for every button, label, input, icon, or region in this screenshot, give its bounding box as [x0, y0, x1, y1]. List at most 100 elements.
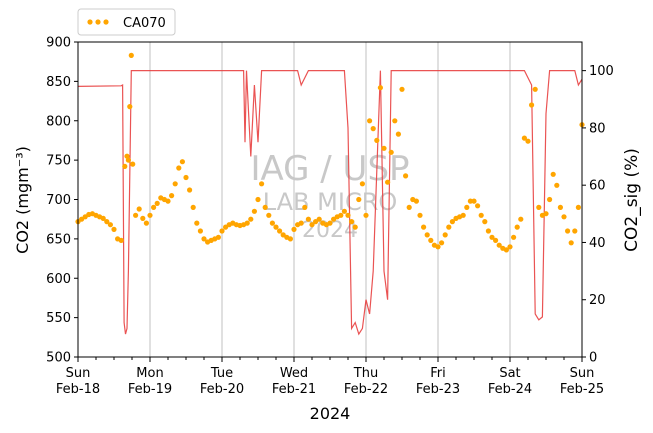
co2-point: [359, 181, 365, 187]
co2-point: [557, 204, 564, 210]
co2-point: [403, 173, 409, 179]
co2-point: [460, 212, 466, 218]
co2-point: [183, 174, 189, 181]
co2-point: [169, 193, 175, 199]
co2-point: [259, 181, 265, 187]
co2-point: [442, 232, 448, 238]
co2-point: [104, 219, 110, 225]
right-tick-label: 100: [589, 64, 614, 79]
co2-point: [176, 165, 182, 171]
co2-point: [133, 212, 139, 218]
co2-point: [187, 187, 193, 193]
legend: CA070: [77, 8, 176, 36]
right-tick-label: 20: [589, 293, 606, 308]
left-tick-label: 800: [46, 114, 71, 129]
x-tick-date: Feb-25: [560, 382, 604, 397]
left-axis: 500 550 600 650 700 750 800 850 900: [46, 36, 78, 366]
legend-marker-dot: [87, 19, 93, 25]
co2-point: [525, 138, 531, 144]
x-tick-day: Sun: [570, 366, 595, 381]
co2-point: [446, 224, 452, 230]
co2-point: [377, 85, 383, 91]
co2-point: [370, 126, 376, 132]
co2-point: [345, 212, 351, 218]
co2-point: [291, 226, 297, 232]
right-axis: 0 20 40 60 80 100: [582, 64, 614, 366]
left-tick-label: 750: [46, 154, 71, 169]
co2-point: [248, 216, 254, 222]
x-tick-date: Feb-19: [128, 382, 172, 397]
right-tick-label: 40: [589, 236, 606, 251]
co2-point: [543, 211, 549, 217]
legend-marker: [87, 19, 109, 25]
co2-point: [399, 86, 405, 92]
co2-point: [128, 52, 134, 59]
co2-point: [507, 244, 513, 250]
co2-point: [392, 118, 398, 124]
x-tick-date: Feb-18: [56, 382, 100, 397]
x-tick-date: Feb-24: [488, 382, 532, 397]
co2-point: [536, 204, 542, 210]
left-tick-label: 600: [46, 272, 71, 287]
co2-point: [510, 234, 517, 240]
grid-lines: [149, 42, 511, 357]
co2-point: [118, 237, 124, 243]
co2-point: [255, 196, 261, 203]
co2-point: [349, 219, 355, 225]
co2-point: [111, 226, 117, 232]
co2-point: [388, 149, 394, 155]
co2-point: [136, 206, 142, 212]
right-tick-label: 0: [589, 351, 597, 366]
co2-point: [327, 220, 333, 226]
co2-point: [147, 212, 153, 218]
co2-point: [151, 204, 157, 210]
co2-point: [266, 212, 272, 218]
co2-point: [496, 242, 502, 248]
co2-point: [165, 198, 171, 204]
co2-point: [215, 234, 221, 240]
series-ca070: [75, 52, 585, 253]
co2-point: [122, 163, 128, 169]
co2-point: [385, 179, 391, 185]
co2-point: [395, 131, 401, 137]
co2-point: [302, 204, 308, 210]
co2-point: [244, 220, 250, 226]
co2-point: [356, 196, 362, 203]
co2-point: [464, 204, 470, 210]
x-tick-day: Mon: [136, 366, 163, 381]
co2-point: [572, 228, 578, 234]
co2-point: [482, 219, 488, 225]
x-tick-date: Feb-23: [416, 382, 460, 397]
co2-point: [367, 118, 373, 124]
co2-point: [550, 171, 556, 177]
co2-point: [140, 215, 146, 221]
co2-point: [100, 215, 106, 221]
left-tick-label: 500: [46, 351, 71, 366]
co2-point: [298, 220, 304, 226]
co2-point: [179, 159, 185, 165]
co2-point: [435, 244, 441, 250]
co2-point: [374, 137, 380, 143]
co2-point: [194, 220, 200, 226]
co2-point: [154, 200, 160, 206]
co2-point: [172, 181, 178, 187]
right-tick-label: 60: [589, 179, 606, 194]
co2-point: [341, 208, 347, 214]
co2-point: [428, 237, 434, 243]
left-tick-label: 700: [46, 193, 71, 208]
co2-point: [197, 228, 203, 234]
co2-point: [471, 198, 477, 204]
legend-box: [77, 8, 176, 36]
x-tick-day: Wed: [280, 366, 308, 381]
x-tick-date: Feb-22: [344, 382, 388, 397]
x-tick-day: Sun: [66, 366, 91, 381]
co2-point: [493, 237, 499, 243]
co2-point: [287, 236, 293, 242]
co2-point: [124, 153, 130, 159]
co2-point: [575, 204, 582, 210]
co2-point: [363, 212, 369, 218]
co2-point: [273, 224, 279, 230]
co2-point: [449, 219, 455, 225]
co2-point: [503, 247, 509, 253]
